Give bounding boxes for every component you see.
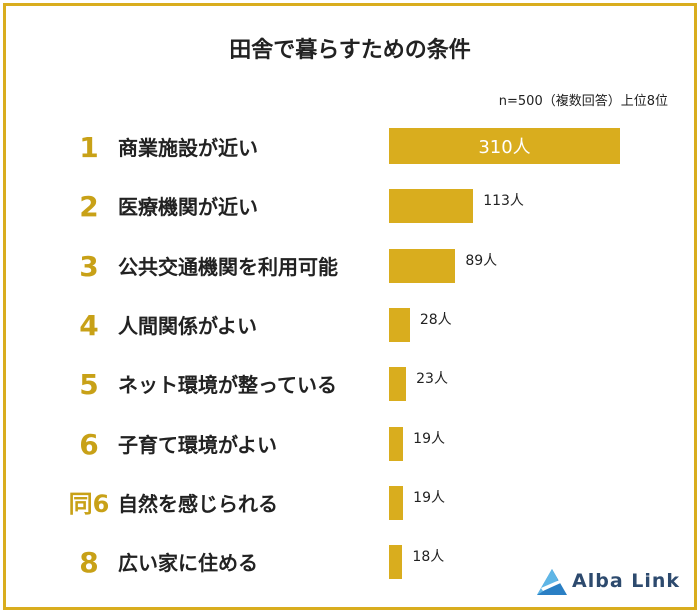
category-label: 人間関係がよい [118,313,257,338]
category-label: 自然を感じられる [118,491,278,516]
category-label: 商業施設が近い [118,136,258,160]
bar [389,307,410,342]
category-label: 広い家に住める [118,551,258,576]
value-label: 23人 [416,371,448,388]
rank-number: 6 [79,427,99,461]
bar [389,426,404,461]
bar [389,367,407,402]
rank-number: 5 [79,368,99,402]
bar [389,545,403,580]
alba-link-logo-icon [537,569,567,595]
rank-number: 4 [79,308,99,342]
category-label: ネット環境が整っている [118,373,337,398]
sample-note: n=500（複数回答）上位8位 [498,94,668,109]
chart-row: 8 広い家に住める 18人 [0,543,700,583]
chart-row: 1 商業施設が近い 310人 [0,128,700,168]
value-label: 310人 [478,137,531,158]
chart-row: 3 公共交通機関を利用可能 89人 [0,247,700,287]
value-label: 19人 [413,489,445,506]
chart-frame [3,3,697,610]
chart-row: 6 子育て環境がよい 19人 [0,425,700,465]
bar [389,189,474,224]
value-label: 89人 [465,252,498,269]
bar [389,485,404,520]
value-label: 28人 [419,311,452,328]
rank-number: 1 [79,131,99,164]
chart-title: 田舎で暮らすための条件 [229,38,471,63]
rank-number: 2 [79,190,99,224]
chart-row: 4 人間関係がよい 28人 [0,306,700,346]
rank-number: 同6 [68,489,110,518]
value-label: 18人 [412,549,445,566]
bar [389,248,456,283]
category-label: 子育て環境がよい [118,432,277,457]
bar [389,128,620,164]
value-label: 113人 [483,193,524,210]
rank-number: 3 [79,249,99,283]
value-label: 19人 [413,430,445,447]
category-label: 医療機関が近い [118,195,258,220]
category-label: 公共交通機関を利用可能 [118,254,338,279]
chart-row: 5 ネット環境が整っている 23人 [0,365,700,405]
brand-name: Alba Link [572,570,681,592]
chart-row: 2 医療機関が近い 113人 [0,187,700,227]
chart-row: 同6 自然を感じられる 19人 [0,484,700,524]
rank-number: 8 [79,546,99,580]
